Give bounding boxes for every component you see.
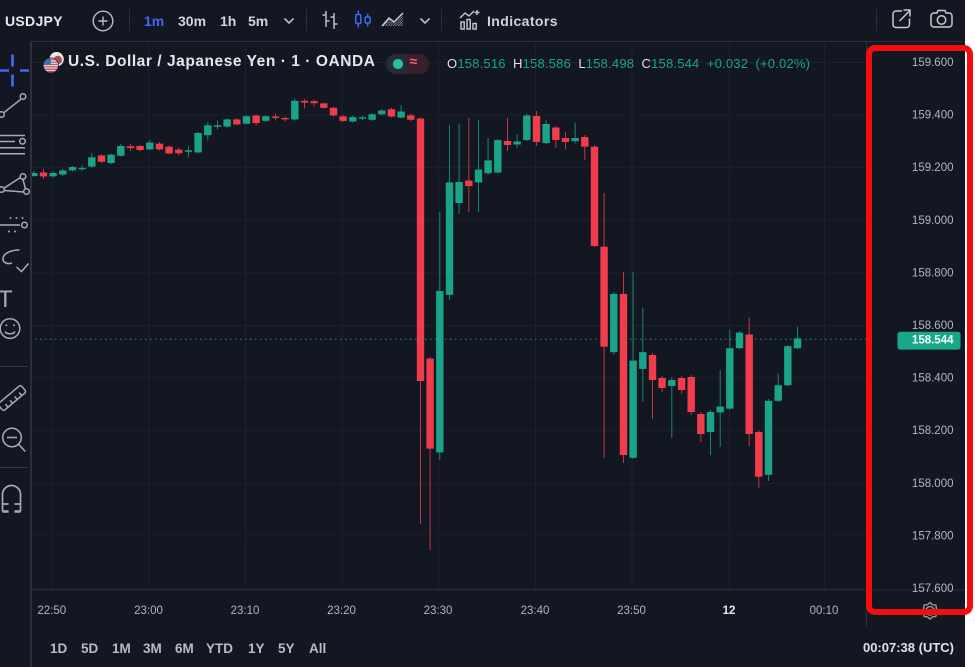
- svg-text:159.000: 159.000: [912, 215, 954, 227]
- svg-text:23:30: 23:30: [424, 605, 453, 617]
- svg-text:157.800: 157.800: [912, 530, 954, 542]
- svg-text:158.544: 158.544: [912, 335, 954, 347]
- svg-text:158.600: 158.600: [912, 320, 954, 332]
- svg-text:T: T: [0, 286, 13, 313]
- svg-text:158.200: 158.200: [912, 425, 954, 437]
- svg-text:00:10: 00:10: [810, 605, 839, 617]
- svg-text:23:40: 23:40: [521, 605, 550, 617]
- svg-text:23:00: 23:00: [134, 605, 163, 617]
- svg-text:159.400: 159.400: [912, 110, 954, 122]
- svg-text:158.800: 158.800: [912, 267, 954, 279]
- svg-text:159.600: 159.600: [912, 57, 954, 69]
- svg-text:12: 12: [723, 605, 736, 617]
- svg-text:23:10: 23:10: [231, 605, 260, 617]
- svg-text:158.400: 158.400: [912, 373, 954, 385]
- svg-text:157.600: 157.600: [912, 583, 954, 595]
- svg-text:23:50: 23:50: [617, 605, 646, 617]
- svg-text:159.200: 159.200: [912, 162, 954, 174]
- svg-text:158.000: 158.000: [912, 478, 954, 490]
- svg-text:23:20: 23:20: [327, 605, 356, 617]
- svg-text:22:50: 22:50: [37, 605, 66, 617]
